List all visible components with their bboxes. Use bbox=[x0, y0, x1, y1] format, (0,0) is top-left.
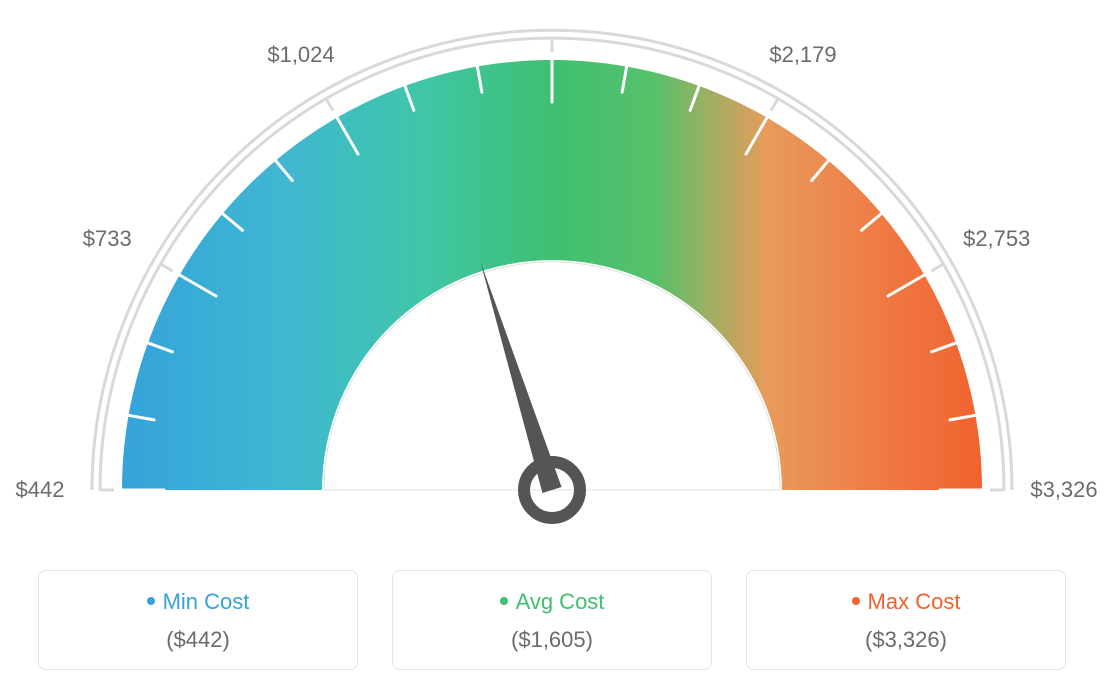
gauge-tick-label: $442 bbox=[16, 477, 65, 503]
legend-label: Min Cost bbox=[163, 589, 250, 614]
gauge-svg bbox=[0, 0, 1104, 560]
legend-value-avg: ($1,605) bbox=[403, 627, 701, 653]
gauge-chart: $442$733$1,024$1,605$2,179$2,753$3,326 bbox=[0, 0, 1104, 560]
gauge-tick-label: $1,024 bbox=[267, 42, 334, 68]
dot-icon bbox=[852, 597, 860, 605]
dot-icon bbox=[500, 597, 508, 605]
legend-title-max: Max Cost bbox=[757, 589, 1055, 615]
gauge-tick-label: $733 bbox=[83, 226, 132, 252]
legend-title-min: Min Cost bbox=[49, 589, 347, 615]
legend-label: Max Cost bbox=[868, 589, 961, 614]
dot-icon bbox=[147, 597, 155, 605]
legend-value-max: ($3,326) bbox=[757, 627, 1055, 653]
gauge-tick-label: $3,326 bbox=[1030, 477, 1097, 503]
legend-card-max: Max Cost ($3,326) bbox=[746, 570, 1066, 670]
legend-card-min: Min Cost ($442) bbox=[38, 570, 358, 670]
legend-row: Min Cost ($442) Avg Cost ($1,605) Max Co… bbox=[0, 570, 1104, 670]
gauge-tick-label: $2,179 bbox=[769, 42, 836, 68]
legend-label: Avg Cost bbox=[516, 589, 605, 614]
legend-title-avg: Avg Cost bbox=[403, 589, 701, 615]
legend-value-min: ($442) bbox=[49, 627, 347, 653]
gauge-tick-label: $2,753 bbox=[963, 226, 1030, 252]
legend-card-avg: Avg Cost ($1,605) bbox=[392, 570, 712, 670]
